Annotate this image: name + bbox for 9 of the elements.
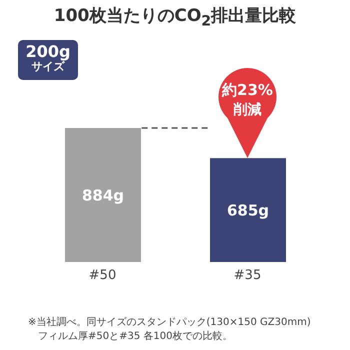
data-label: 685g <box>226 201 270 220</box>
text: ※当社調べ。同サイズのスタンドパック(130×150 GZ30mm) <box>28 316 312 330</box>
text: 約23% 削減 <box>221 81 273 118</box>
data-label: 884g <box>82 186 124 204</box>
size-badge: 200g サイズ <box>18 40 78 80</box>
text: フィルム厚#50と#35 各100枚での比較。 <box>37 330 234 344</box>
x-tick-label: #35 <box>234 268 262 284</box>
x-tick-label: #50 <box>88 268 116 284</box>
chart-title: 100枚当たりのCO$_{2}$排出量比較 <box>52 5 298 30</box>
